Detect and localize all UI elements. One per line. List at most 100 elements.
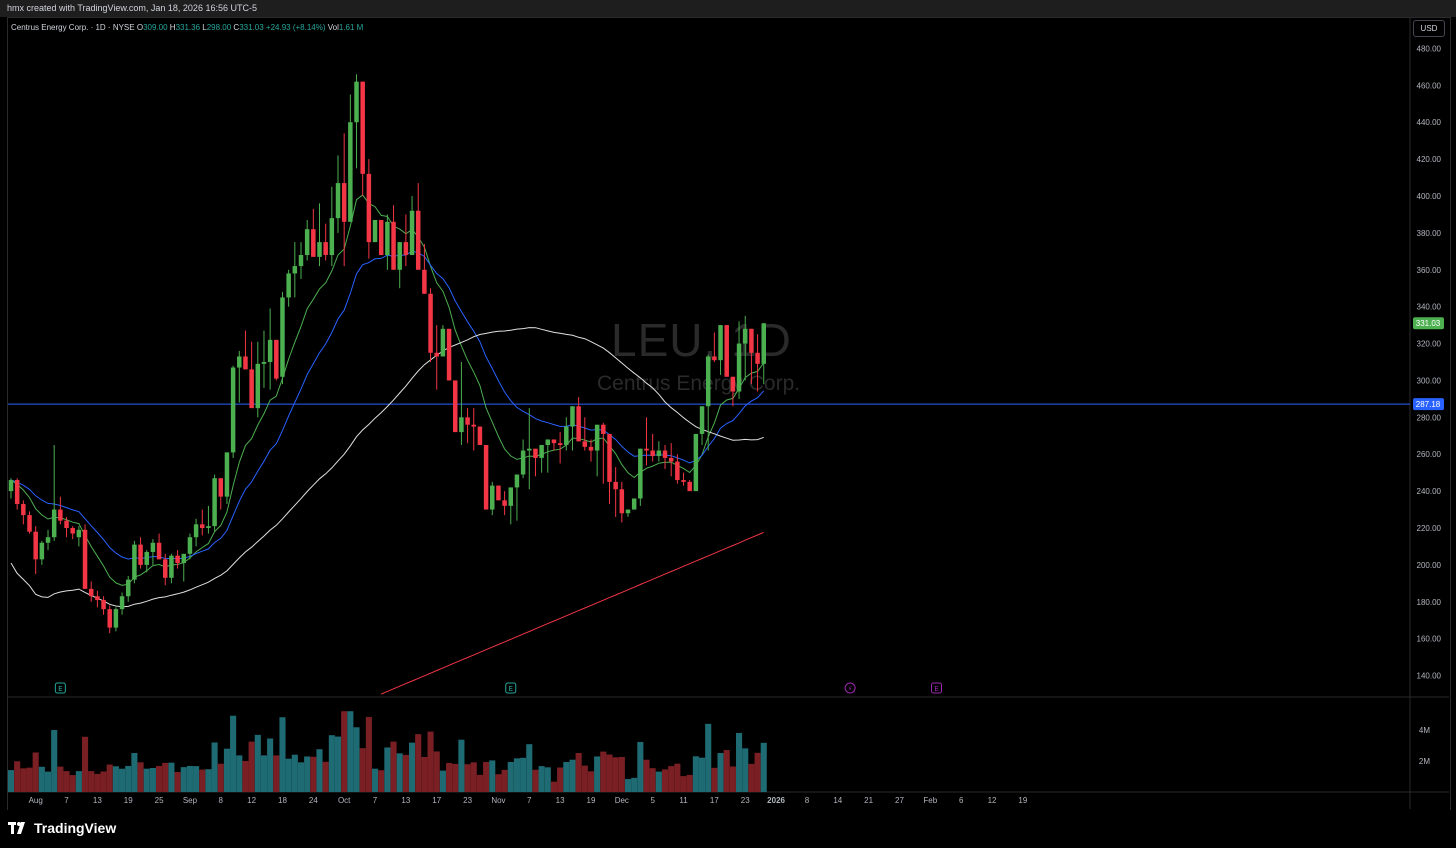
volume-bar xyxy=(365,716,372,792)
legend-low: 298.00 xyxy=(206,23,232,32)
price-tick-label: 300.00 xyxy=(1417,376,1442,385)
candle-body xyxy=(496,485,501,501)
volume-tick-label: 4M xyxy=(1419,726,1430,735)
candle-body xyxy=(82,529,88,589)
candle-body xyxy=(490,485,495,510)
volume-bar xyxy=(359,748,366,792)
volume-bar xyxy=(446,763,453,792)
volume-bar xyxy=(594,756,601,792)
volume-bar xyxy=(291,754,298,792)
volume-bar xyxy=(760,742,767,792)
candle-body xyxy=(656,450,662,457)
legend-vol: 1.61 M xyxy=(338,23,364,32)
candle-body xyxy=(329,218,335,256)
candle-body xyxy=(520,450,526,475)
candle-body xyxy=(341,183,347,222)
price-tick-label: 460.00 xyxy=(1417,81,1442,90)
volume-bar xyxy=(409,742,416,792)
candle-body xyxy=(415,210,421,270)
volume-bar xyxy=(563,761,570,792)
candle-body xyxy=(212,478,217,527)
volume-bar xyxy=(38,766,45,792)
legend-close-label: C xyxy=(233,23,240,32)
currency-button[interactable]: USD xyxy=(1413,20,1445,37)
price-tick-label: 380.00 xyxy=(1417,229,1442,238)
price-tick-label: 180.00 xyxy=(1417,598,1442,607)
volume-bar xyxy=(698,757,706,792)
volume-bar xyxy=(14,761,21,792)
candle-body xyxy=(27,515,32,532)
volume-bar xyxy=(125,765,132,792)
candle-body xyxy=(144,551,149,565)
legend-open: 309.00 xyxy=(143,23,168,32)
candle-body xyxy=(107,609,112,628)
volume-bar xyxy=(600,751,607,792)
legend-symbol: Centrus Energy Corp. · 1D · NYSE xyxy=(11,23,135,32)
candle-body xyxy=(280,297,285,377)
volume-bar xyxy=(717,752,724,792)
volume-bar xyxy=(452,763,459,792)
candle-body xyxy=(712,356,717,361)
candle-body xyxy=(193,524,199,538)
candle-body xyxy=(675,461,680,481)
candle-body xyxy=(181,553,187,564)
date-tick-label: 23 xyxy=(741,796,750,805)
candle-body xyxy=(224,452,230,497)
candle-body xyxy=(354,81,359,123)
date-tick-label: 25 xyxy=(155,796,164,805)
volume-bar xyxy=(501,769,508,792)
candle-body xyxy=(64,520,69,528)
volume-bar xyxy=(322,761,329,792)
candle-body xyxy=(483,445,489,510)
candle-body xyxy=(508,487,514,506)
date-tick-label: 24 xyxy=(309,796,318,805)
volume-bar xyxy=(415,734,422,792)
volume-bar xyxy=(421,756,428,792)
volume-bar xyxy=(112,766,119,792)
candle-body xyxy=(58,509,63,521)
hline-badge xyxy=(1413,398,1444,411)
candle-body xyxy=(409,210,415,256)
candle-body xyxy=(138,544,143,565)
candle-body xyxy=(570,406,575,427)
date-tick-label: 14 xyxy=(833,796,842,805)
candle-body xyxy=(113,609,119,628)
volume-bar xyxy=(162,762,169,792)
candle-body xyxy=(169,555,174,578)
volume-bar xyxy=(156,765,163,792)
candle-body xyxy=(422,269,427,294)
volume-bar xyxy=(242,760,249,792)
event-marker-label: E xyxy=(58,685,62,693)
candle-body xyxy=(323,242,328,256)
tradingview-icon xyxy=(8,822,25,834)
candle-body xyxy=(527,448,532,451)
volume-bar xyxy=(637,741,644,792)
date-tick-label: 5 xyxy=(650,796,655,805)
chart-panel[interactable] xyxy=(7,17,1451,811)
date-tick-label: Nov xyxy=(491,796,505,805)
candle-body xyxy=(218,478,224,497)
volume-bar xyxy=(75,771,82,792)
volume-bar xyxy=(575,752,582,792)
tradingview-logo[interactable]: TradingView xyxy=(8,820,116,836)
volume-bar xyxy=(7,770,15,792)
candle-body xyxy=(8,480,14,492)
legend-high-label: H xyxy=(169,23,176,32)
volume-bar xyxy=(550,781,558,792)
volume-bar xyxy=(63,771,70,792)
legend-close: 331.03 xyxy=(239,23,264,32)
date-tick-label: Dec xyxy=(615,796,629,805)
date-tick-label: Oct xyxy=(338,796,351,805)
volume-tick-label: 2M xyxy=(1419,757,1430,766)
candle-body xyxy=(70,528,75,534)
volume-bar xyxy=(106,764,113,792)
volume-bar xyxy=(186,765,193,792)
candle-body xyxy=(261,362,267,364)
candle-body xyxy=(699,406,705,434)
candle-body xyxy=(730,376,736,392)
volume-bar xyxy=(532,769,539,792)
volume-bar xyxy=(353,727,360,792)
volume-bar xyxy=(51,730,58,792)
legend-high: 331.36 xyxy=(175,23,201,32)
